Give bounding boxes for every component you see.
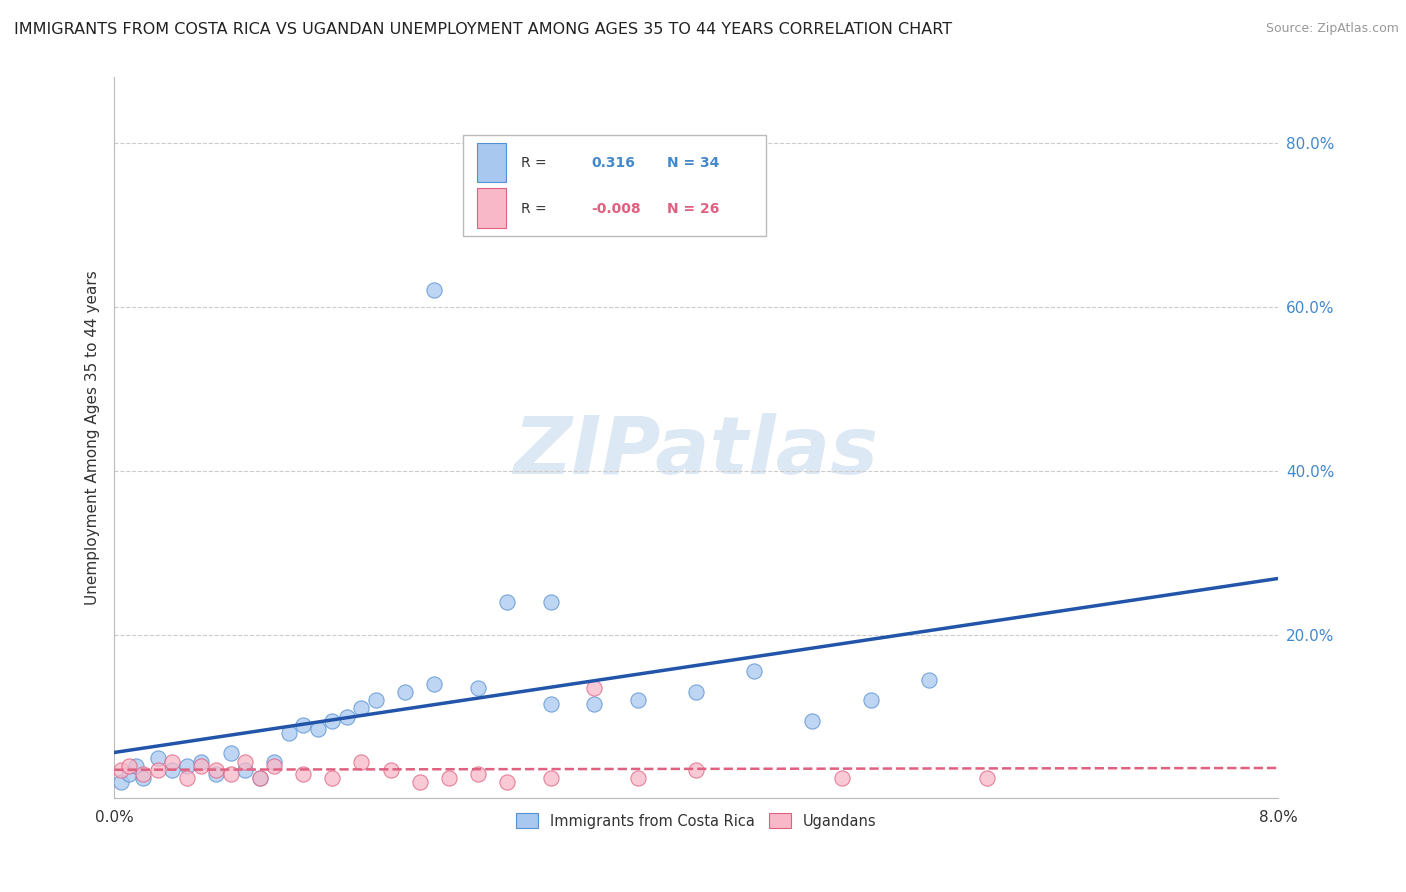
Point xyxy=(162,755,184,769)
Point xyxy=(219,767,242,781)
Point xyxy=(423,677,446,691)
Point xyxy=(146,750,169,764)
Point xyxy=(583,698,606,712)
Point xyxy=(321,771,343,785)
Point xyxy=(627,771,650,785)
Point xyxy=(110,775,132,789)
Point xyxy=(292,767,315,781)
Point xyxy=(380,763,402,777)
Point xyxy=(801,714,824,728)
Text: R =: R = xyxy=(522,156,547,170)
Point xyxy=(249,771,271,785)
Point xyxy=(292,717,315,731)
Point xyxy=(336,709,359,723)
Point xyxy=(467,767,489,781)
Point xyxy=(162,763,184,777)
Point xyxy=(496,595,519,609)
Point xyxy=(205,767,228,781)
Point xyxy=(540,698,562,712)
FancyBboxPatch shape xyxy=(464,135,766,236)
Point xyxy=(190,755,212,769)
Point xyxy=(263,755,285,769)
Point xyxy=(918,673,941,687)
Point xyxy=(364,693,387,707)
FancyBboxPatch shape xyxy=(477,143,506,182)
Text: Source: ZipAtlas.com: Source: ZipAtlas.com xyxy=(1265,22,1399,36)
Point xyxy=(176,771,198,785)
Text: ZIPatlas: ZIPatlas xyxy=(513,413,879,491)
Text: -0.008: -0.008 xyxy=(592,202,641,216)
Y-axis label: Unemployment Among Ages 35 to 44 years: Unemployment Among Ages 35 to 44 years xyxy=(86,270,100,606)
Point xyxy=(233,755,256,769)
Point xyxy=(467,681,489,695)
Point xyxy=(110,763,132,777)
Text: N = 26: N = 26 xyxy=(666,202,720,216)
Point xyxy=(249,771,271,785)
Point xyxy=(118,767,141,781)
Point xyxy=(540,595,562,609)
Point xyxy=(583,681,606,695)
Point xyxy=(685,763,707,777)
Point xyxy=(685,685,707,699)
Point xyxy=(190,758,212,772)
Point xyxy=(263,758,285,772)
Point xyxy=(132,767,155,781)
Point xyxy=(132,771,155,785)
Point xyxy=(219,747,242,761)
Text: IMMIGRANTS FROM COSTA RICA VS UGANDAN UNEMPLOYMENT AMONG AGES 35 TO 44 YEARS COR: IMMIGRANTS FROM COSTA RICA VS UGANDAN UN… xyxy=(14,22,952,37)
Point xyxy=(540,771,562,785)
Point xyxy=(859,693,882,707)
Point xyxy=(437,771,460,785)
Point xyxy=(277,726,299,740)
Point xyxy=(233,763,256,777)
Point xyxy=(423,284,446,298)
Point xyxy=(831,771,853,785)
Point xyxy=(176,758,198,772)
Point xyxy=(394,685,416,699)
FancyBboxPatch shape xyxy=(477,188,506,227)
Point xyxy=(350,755,373,769)
Point xyxy=(321,714,343,728)
Text: R =: R = xyxy=(522,202,547,216)
Text: N = 34: N = 34 xyxy=(666,156,720,170)
Point xyxy=(976,771,998,785)
Point xyxy=(742,665,765,679)
Legend: Immigrants from Costa Rica, Ugandans: Immigrants from Costa Rica, Ugandans xyxy=(510,807,882,834)
Point xyxy=(496,775,519,789)
Point xyxy=(205,763,228,777)
Point xyxy=(125,758,148,772)
Point xyxy=(350,701,373,715)
Point xyxy=(146,763,169,777)
Point xyxy=(307,722,329,736)
Point xyxy=(408,775,430,789)
Point xyxy=(118,758,141,772)
Text: 0.316: 0.316 xyxy=(592,156,636,170)
Point xyxy=(627,693,650,707)
